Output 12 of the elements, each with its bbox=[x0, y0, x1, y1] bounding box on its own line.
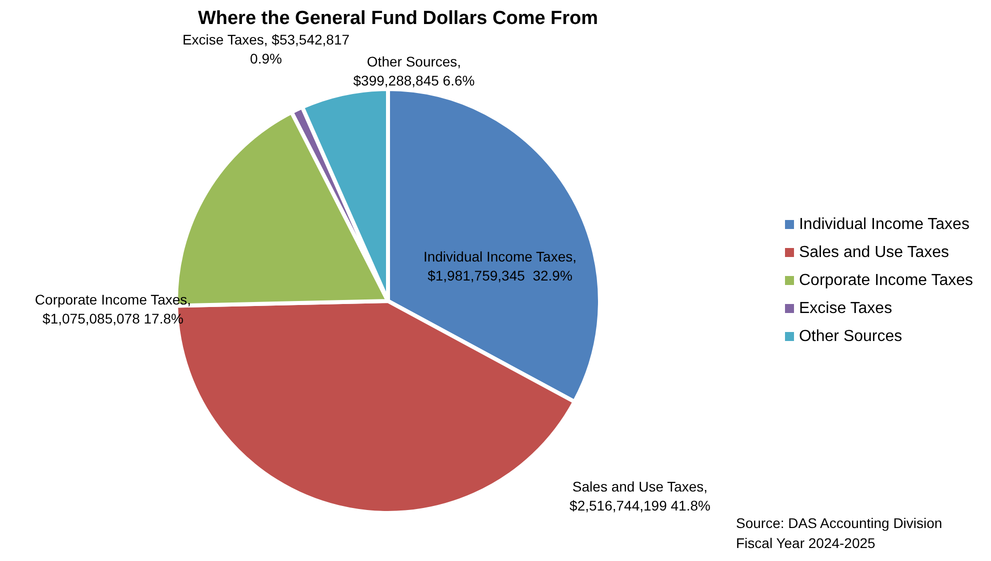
data-label: Sales and Use Taxes, $2,516,744,199 41.8% bbox=[570, 478, 710, 514]
data-label: Other Sources, $399,288,845 6.6% bbox=[353, 54, 475, 88]
source-note: Source: DAS Accounting Division bbox=[736, 514, 942, 533]
legend-label: Other Sources bbox=[798, 328, 902, 346]
legend-label: Excise Taxes bbox=[798, 300, 892, 318]
legend-label: Corporate Income Taxes bbox=[798, 272, 973, 290]
legend-label: Sales and Use Taxes bbox=[798, 244, 949, 262]
data-label: Individual Income Taxes, $1,981,759,345 32.9% bbox=[423, 248, 577, 284]
legend-label: Individual Income Taxes bbox=[798, 216, 970, 234]
data-label: Excise Taxes, $53,542,817 0.9% bbox=[182, 32, 350, 66]
chart-title: Where the General Fund Dollars Come From bbox=[196, 8, 600, 30]
text: Fiscal Year 2024-2025 bbox=[736, 534, 876, 553]
